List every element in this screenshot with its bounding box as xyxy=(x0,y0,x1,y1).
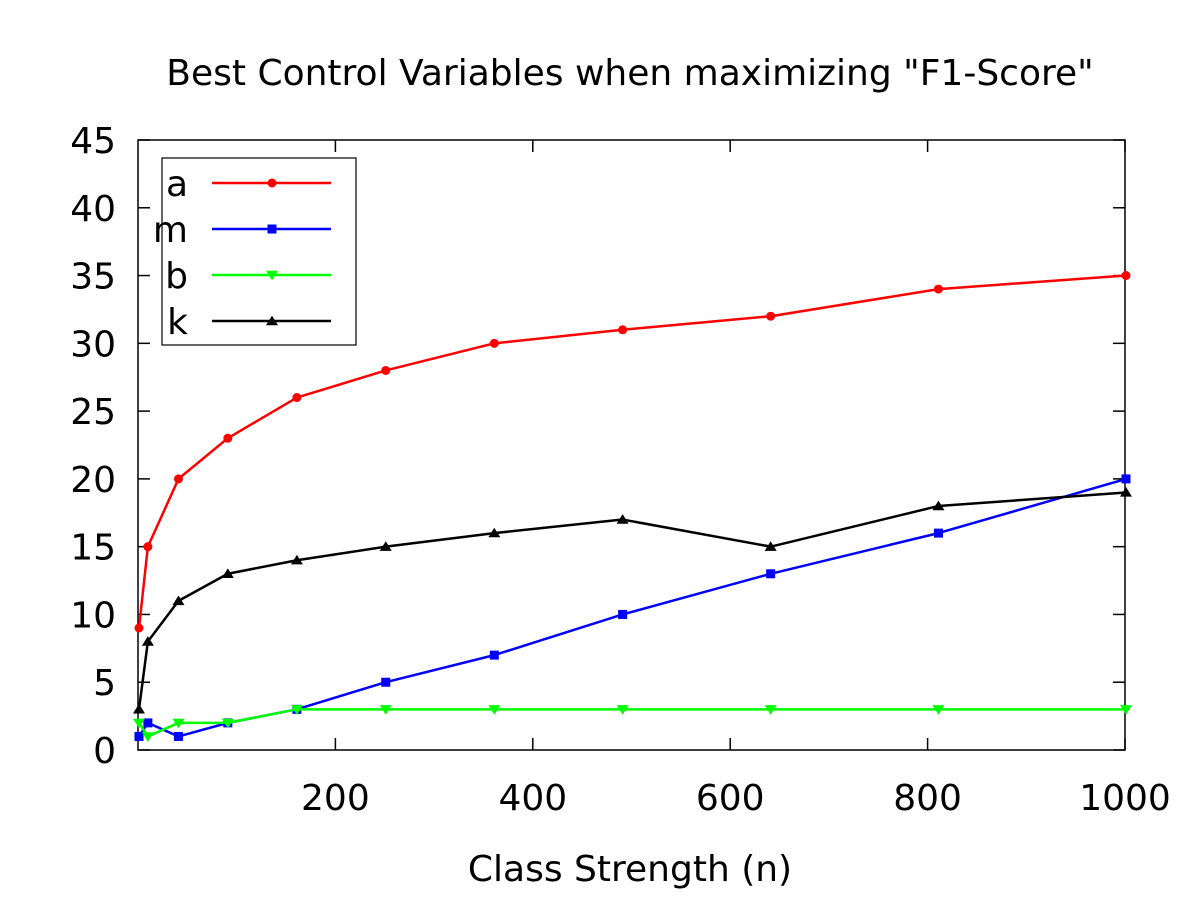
series-line-b xyxy=(137,708,1126,738)
series-line-k xyxy=(137,491,1127,710)
data-point-m xyxy=(933,528,943,538)
legend-label-m: m xyxy=(153,210,188,251)
data-point-k xyxy=(141,636,154,646)
x-tick-label: 1000 xyxy=(1079,778,1171,819)
y-tick-label: 45 xyxy=(70,121,116,162)
data-point-k xyxy=(616,514,629,524)
legend-marker-m xyxy=(267,224,277,234)
y-tick-label: 10 xyxy=(70,595,116,636)
data-point-m xyxy=(618,609,628,619)
legend-label-k: k xyxy=(167,302,188,343)
data-point-k xyxy=(764,541,777,551)
data-point-a xyxy=(134,623,144,633)
series-line-m xyxy=(137,477,1127,738)
data-point-m xyxy=(1121,474,1131,484)
data-point-b xyxy=(932,705,945,715)
y-tick-label: 30 xyxy=(70,324,116,365)
data-point-a xyxy=(173,474,183,484)
data-point-b xyxy=(616,705,629,715)
x-tick-label: 600 xyxy=(696,778,765,819)
data-point-b xyxy=(379,705,392,715)
axes: 0 5 10 15 20 25 30 35 40 45 200 400 600 800 1000 xyxy=(70,121,1171,819)
data-point-a xyxy=(933,284,943,294)
chart-title: Best Control Variables when maximizing "… xyxy=(166,53,1093,94)
y-tick-label: 40 xyxy=(70,189,116,230)
y-tick-label: 5 xyxy=(93,663,116,704)
data-point-b xyxy=(132,718,145,729)
y-tick-label: 35 xyxy=(70,257,116,298)
data-point-k xyxy=(1119,487,1132,497)
data-point-k xyxy=(488,527,501,538)
series-b xyxy=(132,705,1132,742)
data-point-a xyxy=(143,542,153,552)
legend-marker-a xyxy=(267,178,277,188)
data-point-a xyxy=(766,311,776,321)
data-point-a xyxy=(489,338,499,348)
y-tick-label: 25 xyxy=(70,392,116,433)
data-point-b xyxy=(1119,705,1132,715)
x-tick-label: 800 xyxy=(893,778,962,819)
y-tick-label: 20 xyxy=(70,460,116,501)
data-point-b xyxy=(290,705,303,715)
data-point-b xyxy=(172,718,185,729)
data-point-a xyxy=(1121,271,1131,281)
series-m xyxy=(134,474,1131,741)
data-point-m xyxy=(134,731,144,741)
data-point-a xyxy=(292,393,302,403)
data-point-m xyxy=(143,718,153,728)
y-tick-label: 0 xyxy=(93,731,116,772)
data-point-k xyxy=(290,554,303,565)
data-point-k xyxy=(379,541,392,551)
data-point-k xyxy=(221,568,234,578)
data-point-b xyxy=(488,705,501,715)
data-point-b xyxy=(764,705,777,715)
legend-marker-k xyxy=(266,315,278,326)
data-point-k xyxy=(132,703,145,714)
data-point-a xyxy=(618,325,628,335)
data-point-b xyxy=(141,732,154,742)
data-point-b xyxy=(221,718,234,729)
data-point-m xyxy=(489,650,499,660)
data-point-a xyxy=(223,433,233,443)
series-k xyxy=(132,487,1132,714)
data-point-m xyxy=(766,569,776,579)
legend-marker-b xyxy=(266,270,278,281)
x-tick-label: 400 xyxy=(498,778,567,819)
legend-box xyxy=(161,157,357,346)
x-axis-label: Class Strength (n) xyxy=(468,849,792,890)
series-a xyxy=(134,271,1131,633)
data-point-m xyxy=(173,731,183,741)
data-point-a xyxy=(381,365,391,375)
data-point-k xyxy=(932,500,945,511)
plot-frame xyxy=(137,139,1126,751)
legend-label-b: b xyxy=(165,256,188,297)
y-tick-label: 15 xyxy=(70,528,116,569)
data-point-k xyxy=(172,595,185,606)
series-group xyxy=(132,271,1132,742)
x-tick-label: 200 xyxy=(301,778,370,819)
legend-label-a: a xyxy=(166,164,188,205)
data-point-m xyxy=(381,677,391,687)
